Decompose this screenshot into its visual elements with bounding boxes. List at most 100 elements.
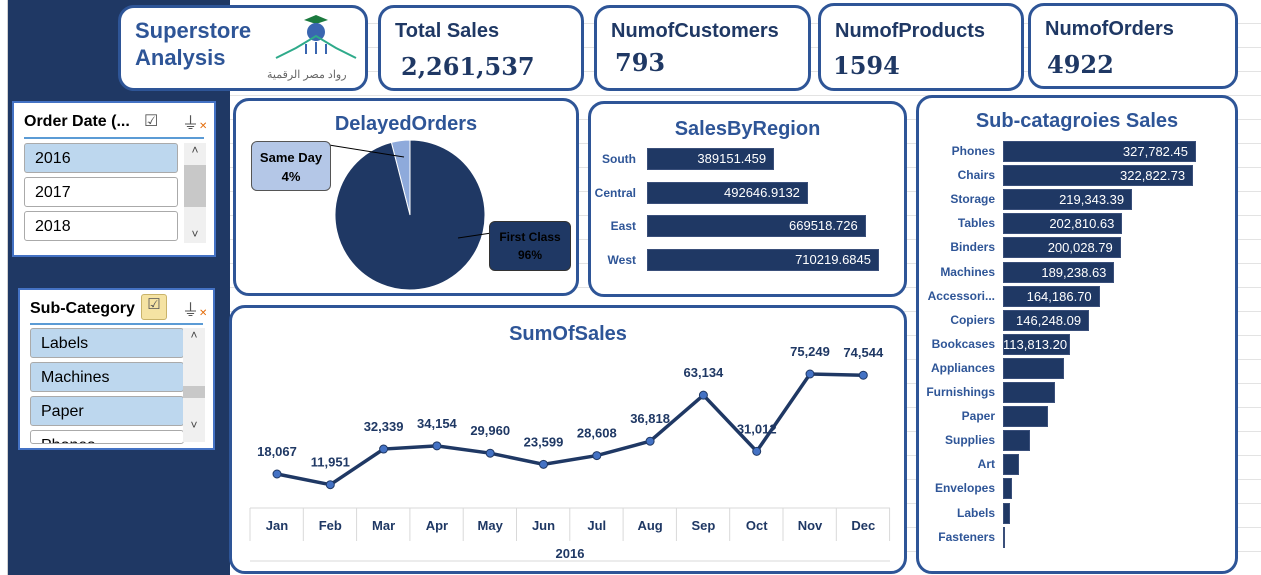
- category-label: Labels: [956, 505, 995, 520]
- data-label: 63,134: [684, 365, 725, 380]
- leader-line: [328, 144, 405, 158]
- data-point[interactable]: [752, 446, 762, 456]
- category-label: Binders: [950, 240, 995, 255]
- slicer-scrollbar[interactable]: ˄ ˅: [184, 143, 206, 243]
- category-label: Tables: [957, 216, 995, 231]
- slicer-item-2016[interactable]: 2016: [24, 143, 178, 173]
- scroll-up-icon[interactable]: ˄: [191, 143, 199, 157]
- bar[interactable]: [1003, 526, 1005, 548]
- sales-line: [276, 372, 864, 487]
- data-point[interactable]: [485, 448, 495, 458]
- category-label: Machines: [940, 264, 995, 279]
- data-point[interactable]: [858, 370, 868, 380]
- kpi-total-sales: Total Sales 2,261,537: [378, 5, 584, 91]
- category-label: West: [607, 252, 636, 267]
- scroll-down-icon[interactable]: ˅: [190, 418, 198, 432]
- bar[interactable]: [1003, 357, 1064, 379]
- data-point[interactable]: [592, 451, 602, 461]
- x-tick-label: Oct: [746, 518, 768, 533]
- scroll-down-icon[interactable]: ˅: [191, 227, 199, 241]
- kpi-value: 2,261,537: [401, 52, 535, 81]
- kpi-label: NumofCustomers: [611, 20, 779, 42]
- slice-value: 96%: [517, 248, 543, 262]
- bar[interactable]: [1003, 189, 1133, 211]
- category-label: Appliances: [930, 360, 995, 375]
- bar[interactable]: [1003, 382, 1055, 403]
- scroll-thumb[interactable]: [183, 386, 205, 398]
- sub-categories-sales-card: Sub-catagroies Sales Phones 327,782.45 Cha…: [916, 95, 1238, 574]
- kpi-num-orders: NumofOrders 4922: [1028, 3, 1238, 89]
- slicer-item-2018[interactable]: 2018: [24, 211, 178, 241]
- bar[interactable]: [1003, 478, 1012, 500]
- category-label: Accessori...: [927, 288, 995, 303]
- category-label: Supplies: [944, 433, 995, 448]
- clear-filter-icon[interactable]: ⏚✕: [182, 114, 208, 133]
- multi-select-icon[interactable]: ☑: [141, 294, 167, 320]
- x-tick-label: Mar: [372, 518, 395, 533]
- data-point[interactable]: [272, 469, 282, 479]
- bar[interactable]: [1003, 261, 1115, 283]
- data-point[interactable]: [432, 441, 442, 451]
- slicer-item-labels[interactable]: Labels: [30, 328, 184, 358]
- line-chart: 18,067 Jan 11,951 Feb 32,339 Mar 34,154 Apr 29,9…: [249, 344, 891, 562]
- data-label: 75,249: [790, 344, 830, 359]
- clear-filter-icon[interactable]: ⏚✕: [182, 301, 208, 320]
- bar[interactable]: [1003, 213, 1123, 235]
- slicer-item-paper[interactable]: Paper: [30, 396, 184, 426]
- bar[interactable]: [1003, 309, 1090, 331]
- category-label: East: [610, 219, 636, 233]
- category-label: Paper: [961, 409, 995, 424]
- bar[interactable]: [647, 215, 866, 237]
- slicer-scrollbar[interactable]: ˄ ˅: [183, 328, 205, 442]
- bar[interactable]: [647, 248, 879, 271]
- x-tick-label: Apr: [426, 518, 448, 533]
- bar[interactable]: [647, 148, 775, 170]
- data-point[interactable]: [698, 390, 708, 400]
- bar[interactable]: [1003, 430, 1031, 452]
- pie-slice-first-class[interactable]: [334, 139, 486, 291]
- bar[interactable]: [647, 181, 808, 204]
- bar[interactable]: [1003, 165, 1194, 187]
- sidebar-background: [8, 0, 230, 575]
- data-label: 31,012: [737, 421, 777, 436]
- data-label: 32,339: [364, 419, 404, 434]
- bar[interactable]: [1003, 502, 1010, 524]
- slicer-item-machines[interactable]: Machines: [30, 362, 184, 392]
- bar[interactable]: [1003, 285, 1100, 307]
- data-label: 74,544: [843, 345, 884, 360]
- kpi-num-customers: NumofCustomers 793: [594, 5, 811, 91]
- data-label: 34,154: [417, 416, 458, 431]
- x-tick-label: Jan: [266, 518, 288, 533]
- bar[interactable]: [1003, 333, 1070, 355]
- bar[interactable]: [1003, 406, 1048, 428]
- logo-icon: [275, 15, 357, 59]
- data-label: 11,951: [311, 455, 350, 470]
- pie-label-same-day: Same Day 4%: [251, 141, 331, 191]
- data-point[interactable]: [805, 369, 815, 379]
- multi-select-icon[interactable]: ☑: [144, 113, 159, 130]
- slicer-item-phones[interactable]: Phones: [30, 430, 184, 444]
- data-point[interactable]: [325, 480, 335, 490]
- bar[interactable]: [1003, 141, 1196, 162]
- bar[interactable]: [1003, 237, 1121, 259]
- sheet-gutter: [0, 0, 8, 575]
- category-label: Art: [977, 457, 995, 472]
- kpi-num-products: NumofProducts 1594: [818, 3, 1024, 91]
- kpi-label: NumofOrders: [1045, 18, 1174, 40]
- data-point[interactable]: [379, 444, 389, 454]
- data-label: 189,238.63: [1041, 264, 1107, 280]
- data-label: 202,810.63: [1049, 216, 1115, 232]
- data-point[interactable]: [539, 459, 548, 469]
- scroll-thumb[interactable]: [184, 165, 206, 207]
- data-label: 492646.9132: [724, 184, 800, 200]
- slicer-item-2017[interactable]: 2017: [24, 177, 178, 207]
- data-label: 200,028.79: [1047, 240, 1113, 256]
- x-tick-label: Sep: [691, 518, 715, 533]
- scroll-up-icon[interactable]: ˄: [190, 328, 198, 342]
- delayed-orders-card: DelayedOrders Same Day 4% First Class 96…: [233, 98, 579, 296]
- data-point[interactable]: [645, 436, 655, 446]
- data-label: 327,782.45: [1122, 144, 1188, 159]
- category-label: Envelopes: [934, 481, 995, 496]
- bar[interactable]: [1003, 454, 1019, 476]
- kpi-value: 793: [615, 48, 666, 77]
